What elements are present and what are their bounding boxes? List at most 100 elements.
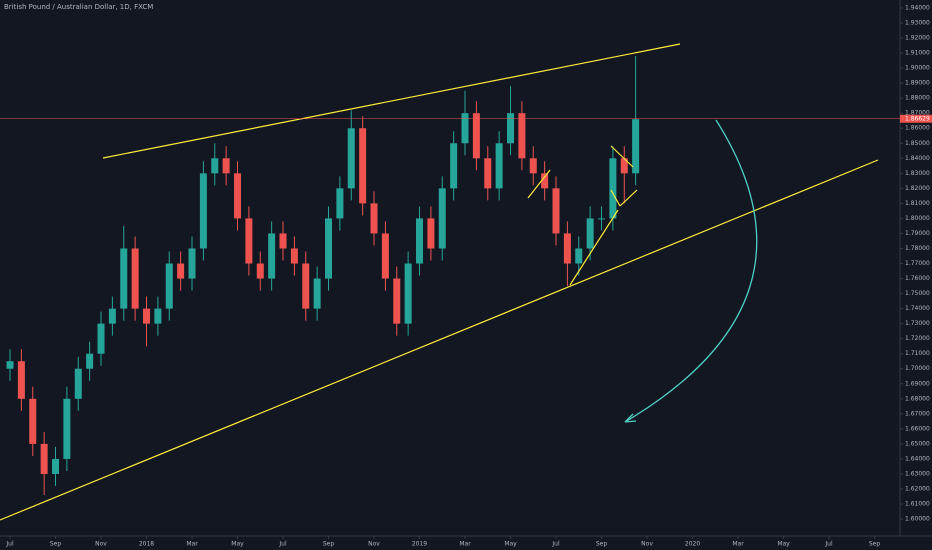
y-tick-label: 1.94000 [905,4,930,11]
y-tick-label: 1.79000 [905,230,930,237]
candle-body [154,308,162,324]
candle-body [177,263,185,279]
x-tick-label: Jul [278,541,287,548]
x-tick-label: Jul [551,541,560,548]
candle-body [461,113,469,144]
candle-body [256,263,264,279]
y-tick-label: 1.66000 [905,425,930,432]
y-tick-label: 1.92000 [905,35,930,42]
x-tick-label: Jul [824,541,833,548]
candle-body [472,113,480,159]
candle-body [199,173,207,249]
y-tick-label: 1.68000 [905,395,930,402]
candle-body [40,443,48,474]
candle-body [563,233,571,264]
y-tick-label: 1.69000 [905,380,930,387]
y-tick-label: 1.81000 [905,200,930,207]
candle-body [29,398,37,444]
candle-body [290,248,298,264]
candle-body [529,158,537,174]
x-tick-label: May [777,541,790,548]
y-tick-label: 1.64000 [905,455,930,462]
flag-line [610,145,634,168]
candle-body [188,248,196,279]
y-tick-label: 1.88000 [905,95,930,102]
y-tick-label: 1.62000 [905,486,930,493]
lower-trendline [0,159,879,521]
candle-body [381,233,389,279]
candle-body [370,203,378,234]
y-tick-label: 1.73000 [905,320,930,327]
y-tick-label: 1.63000 [905,470,930,477]
projection-arrow [624,119,758,423]
candle-body [222,158,230,174]
candle-body [586,218,594,249]
y-tick-label: 1.90000 [905,65,930,72]
x-tick-label: 2018 [139,541,154,548]
x-tick-label: Mar [732,541,744,548]
candle-body [598,218,606,220]
trendline-small [569,209,619,286]
candle-body [347,128,355,189]
candle-body [52,458,60,474]
candle-body [313,278,321,309]
candle-body [131,248,139,309]
candle-body [234,173,242,219]
y-tick-label: 1.78000 [905,245,930,252]
x-tick-label: Mar [186,541,198,548]
x-tick-label: Mar [459,541,471,548]
y-tick-label: 1.80000 [905,215,930,222]
last-price-label: 1.86629 [905,115,930,122]
candle-body [393,278,401,324]
candle-body [518,113,526,159]
candles [6,56,640,496]
drawings [0,43,879,521]
candle-body [427,218,435,249]
candle-body [620,158,628,174]
candle-body [97,323,105,354]
candle-body [632,119,640,174]
x-tick-label: Sep [596,541,608,548]
y-tick-label: 1.91000 [905,50,930,57]
x-tick-label: Sep [323,541,335,548]
x-tick-label: Sep [869,541,881,548]
y-tick-label: 1.85000 [905,140,930,147]
candle-body [268,233,276,279]
y-tick-label: 1.61000 [905,501,930,508]
x-tick-label: Sep [50,541,62,548]
candle-body [416,218,424,264]
y-tick-label: 1.65000 [905,440,930,447]
y-tick-label: 1.71000 [905,350,930,357]
flag-line [610,189,621,207]
x-tick-label: Nov [368,541,380,548]
candle-body [120,248,128,309]
trendline-small [527,169,551,199]
y-tick-label: 1.84000 [905,155,930,162]
x-tick-label: Jul [5,541,14,548]
candle-body [143,308,151,324]
last-price-tag [900,114,932,123]
y-tick-label: 1.82000 [905,185,930,192]
candle-body [245,218,253,264]
candle-body [279,233,287,249]
candle-body [74,368,82,399]
candle-body [495,143,503,189]
x-tick-label: 2020 [685,541,700,548]
y-tick-label: 1.72000 [905,335,930,342]
candle-body [609,158,617,219]
candle-body [336,188,344,219]
y-tick-label: 1.74000 [905,305,930,312]
candle-body [63,398,71,459]
candle-body [541,173,549,189]
candle-body [302,263,310,309]
candle-body [484,158,492,189]
arrow-head [624,413,637,423]
x-tick-label: 2019 [412,541,427,548]
y-tick-label: 1.70000 [905,365,930,372]
y-tick-label: 1.86000 [905,125,930,132]
candle-body [325,218,333,279]
y-tick-label: 1.76000 [905,275,930,282]
candle-body [575,248,583,264]
candle-body [507,113,515,144]
